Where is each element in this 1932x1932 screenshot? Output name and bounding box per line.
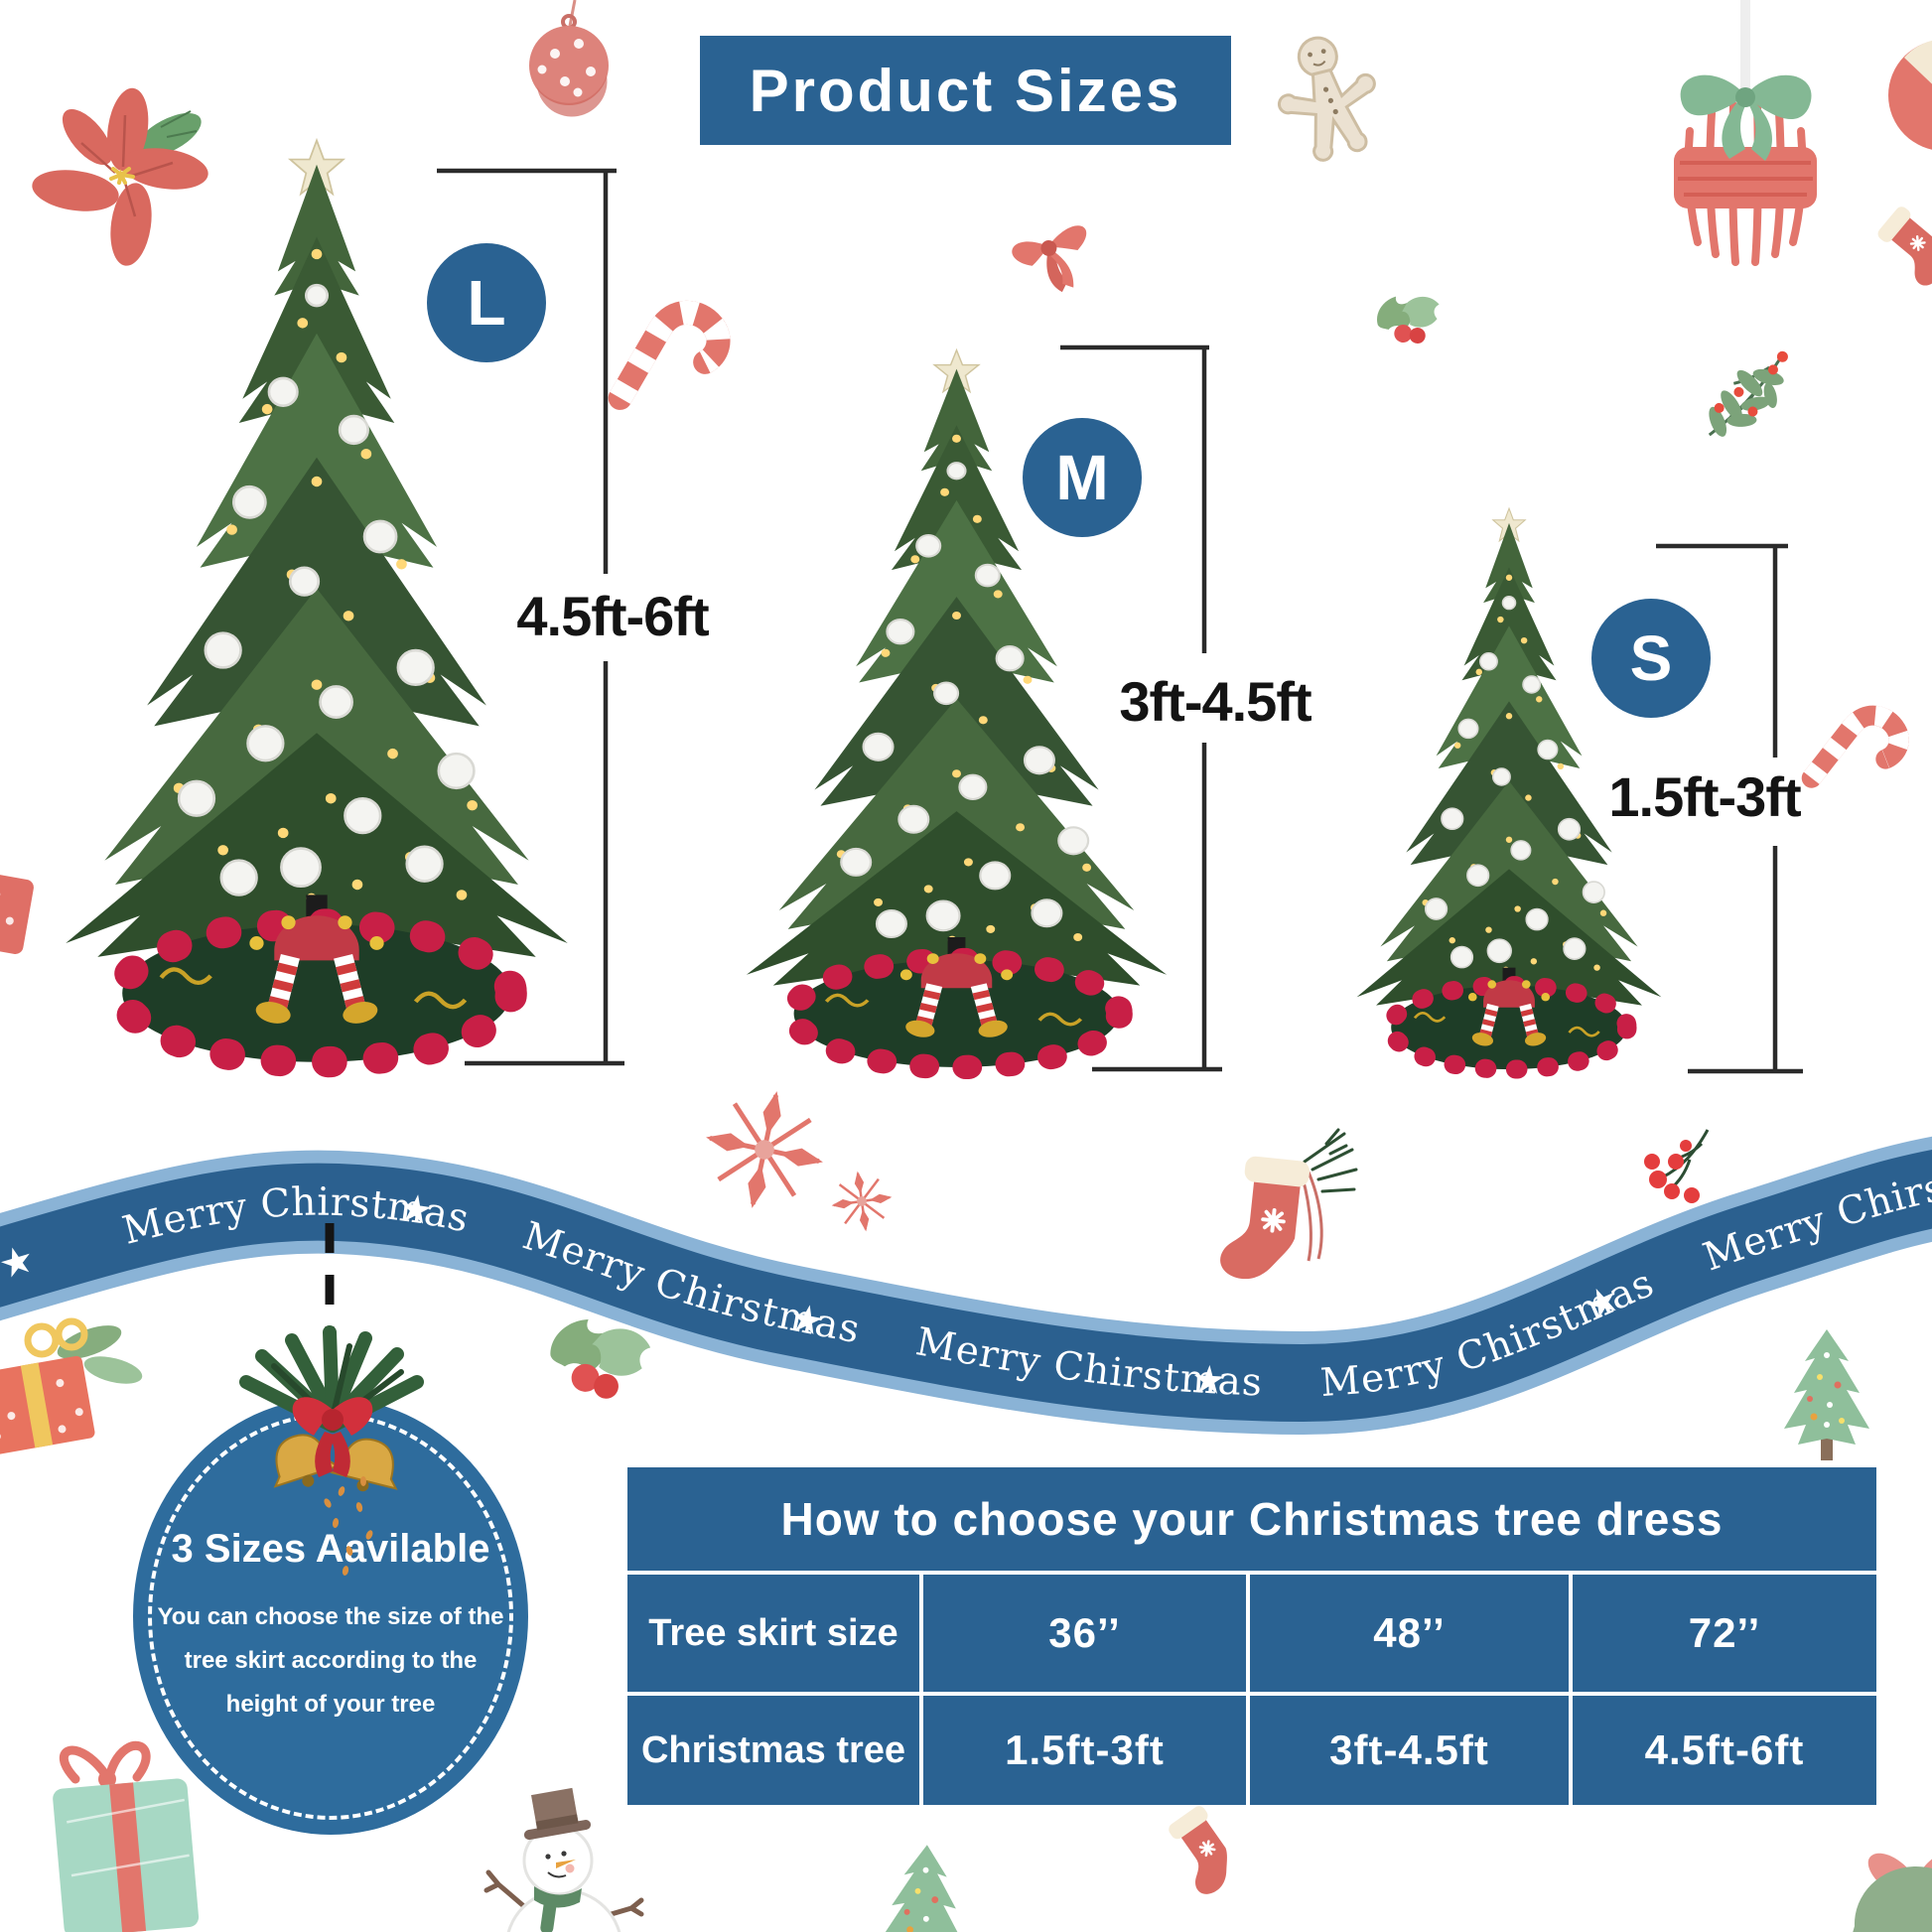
height-range-large: 4.5ft-6ft: [516, 585, 709, 647]
candy-cane-icon: [608, 300, 731, 410]
measure-line-small: [1656, 543, 1803, 1074]
gingerbread-icon: [1278, 36, 1376, 162]
table-cell: 36’’: [923, 1575, 1246, 1692]
flat-tree-right-icon: [1784, 1329, 1869, 1460]
table-row-label: Christmas tree: [627, 1696, 919, 1805]
size-table: How to choose your Christmas tree dress …: [627, 1467, 1876, 1805]
striped-ornament-icon: [1674, 0, 1817, 266]
table-cell: 4.5ft-6ft: [1573, 1696, 1876, 1805]
height-range-small: 1.5ft-3ft: [1608, 765, 1801, 828]
polka-dot-ornament-icon: [529, 0, 609, 117]
snowflake-small-icon: [827, 1167, 897, 1236]
table-cell: 72’’: [1573, 1575, 1876, 1692]
stocking-bottom-icon: [1157, 1802, 1249, 1901]
berry-sprig-icon: [1644, 1129, 1710, 1203]
size-badge-m: M: [1023, 418, 1142, 537]
candy-cane-right-icon: [1801, 705, 1909, 788]
measure-line-large: [437, 168, 624, 1066]
ornament-bottom-right-icon: [1853, 1853, 1932, 1932]
bow-icon: [1012, 225, 1087, 293]
holly-small-icon: [1374, 290, 1445, 349]
corner-ball-icon: [1888, 40, 1932, 150]
page-title: Product Sizes: [700, 36, 1231, 145]
height-range-medium: 3ft-4.5ft: [1119, 670, 1311, 733]
table-title: How to choose your Christmas tree dress: [627, 1467, 1876, 1571]
table-row-label: Tree skirt size: [627, 1575, 919, 1692]
holly-large-icon: [546, 1315, 653, 1403]
snowman-icon: [483, 1787, 644, 1932]
snowflake-large-icon: [696, 1081, 834, 1219]
gift-top-left-icon: [0, 1317, 143, 1455]
mistletoe-icon: [1708, 350, 1788, 437]
partial-gift-left-icon: [0, 873, 34, 954]
measure-line-medium: [1060, 345, 1222, 1072]
size-badge-l: L: [427, 243, 546, 362]
dashed-ring: [148, 1413, 513, 1820]
table-cell: 48’’: [1250, 1575, 1569, 1692]
poinsettia-icon: [32, 87, 208, 266]
table-cell: 3ft-4.5ft: [1250, 1696, 1569, 1805]
flat-tree-bottom-icon: [878, 1843, 969, 1932]
stocking-corner-icon: [1867, 203, 1932, 292]
sizes-available-badge: 3 Sizes Aavilable You can choose the siz…: [133, 1398, 528, 1835]
table-cell: 1.5ft-3ft: [923, 1696, 1246, 1805]
stocking-pine-icon: [1216, 1128, 1358, 1287]
gift-bottom-left-icon: [53, 1741, 200, 1932]
size-badge-s: S: [1591, 599, 1711, 718]
